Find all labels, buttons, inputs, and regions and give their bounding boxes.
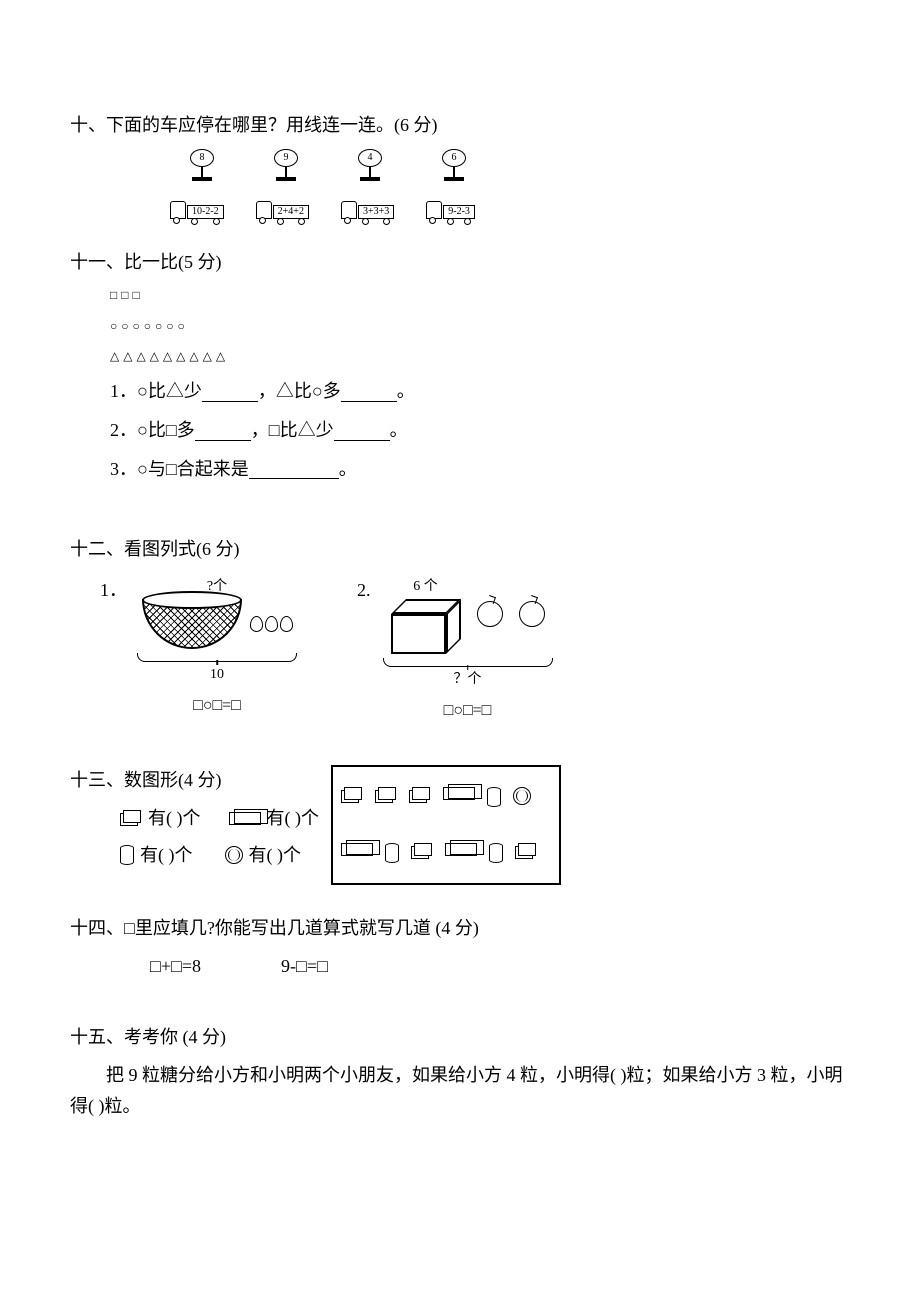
q10-trucks-row: 10-2-2 2+4+2 3+3+3 9-2-3 xyxy=(170,201,850,219)
cylinder-icon xyxy=(489,843,503,863)
rect-prism-icon xyxy=(341,843,373,856)
circles-row: ○○○○○○○ xyxy=(110,316,850,336)
parking-sign: 4 xyxy=(358,149,382,181)
q11-line-2: 2．○比□多 ，□比△少 。 xyxy=(110,415,850,446)
q11-title: 十一、比一比(5 分) xyxy=(70,247,850,278)
cylinder-icon xyxy=(385,843,399,863)
question-13: 十三、数图形(4 分) 有( )个 有( )个 有( )个 有( )个 xyxy=(70,765,850,885)
count-text: 有( )个 xyxy=(140,840,193,871)
rect-prism-icon xyxy=(229,812,261,825)
cuboid-icon xyxy=(375,787,397,803)
rect-prism-icon xyxy=(445,843,477,856)
q12-items: 1． ?个 10 □○□=□ xyxy=(70,575,850,725)
q10-signs-row: 8 9 4 6 xyxy=(190,149,850,181)
text: 。 xyxy=(339,459,357,479)
q11-line-1: 1．○比△少 ，△比○多 。 xyxy=(110,376,850,407)
brace-icon xyxy=(137,649,297,663)
shape-count-row: 有( )个 有( )个 xyxy=(120,803,319,834)
cuboid-icon xyxy=(515,843,537,859)
apple-icon xyxy=(519,601,545,627)
eggs-group xyxy=(250,616,293,632)
question-12: 十二、看图列式(6 分) 1． ?个 10 xyxy=(70,534,850,724)
question-15: 十五、考考你 (4 分) 把 9 粒糖分给小方和小明两个小朋友，如果给小方 4 … xyxy=(70,1022,850,1122)
sphere-icon xyxy=(513,787,531,805)
equation-1[interactable]: □+□=8 xyxy=(150,951,201,982)
truck: 2+4+2 xyxy=(256,201,309,219)
egg-icon xyxy=(250,616,263,632)
q13-title: 十三、数图形(4 分) xyxy=(70,765,319,796)
truck-expression: 10-2-2 xyxy=(187,205,224,219)
cylinder-icon xyxy=(487,787,501,807)
egg-icon xyxy=(280,616,293,632)
sign-number: 9 xyxy=(274,149,298,167)
parking-sign: 6 xyxy=(442,149,466,181)
unknown-label: ？个 xyxy=(454,668,482,692)
cuboid-icon xyxy=(411,843,433,859)
count-text: 有( )个 xyxy=(249,840,302,871)
text: 。 xyxy=(397,381,415,401)
parking-sign: 9 xyxy=(274,149,298,181)
basket-eggs xyxy=(142,599,293,649)
rect-prism-icon xyxy=(443,787,475,800)
text: 3．○与□合起来是 xyxy=(110,459,249,479)
equation-2[interactable]: 9-□=□ xyxy=(281,951,328,982)
q12-title: 十二、看图列式(6 分) xyxy=(70,534,850,565)
blank-input[interactable] xyxy=(195,423,251,441)
q12-item-2: 2. 6 个 ？个 □○□=□ xyxy=(357,575,553,725)
blank-input[interactable] xyxy=(249,461,339,479)
cuboid-icon xyxy=(341,787,363,803)
q15-title: 十五、考考你 (4 分) xyxy=(70,1022,850,1053)
cuboid-icon xyxy=(120,810,142,826)
text: 2．○比□多 xyxy=(110,420,195,440)
egg-icon xyxy=(265,616,278,632)
cylinder-icon xyxy=(120,845,134,865)
sphere-icon xyxy=(225,846,243,864)
item-number: 2. xyxy=(357,575,371,606)
sign-number: 6 xyxy=(442,149,466,167)
blank-input[interactable] xyxy=(202,384,258,402)
truck: 3+3+3 xyxy=(341,201,394,219)
truck-expression: 9-2-3 xyxy=(443,205,475,219)
q12-item-1: 1． ?个 10 □○□=□ xyxy=(100,575,297,725)
squares-row: □□□ xyxy=(110,285,850,305)
equation-template[interactable]: □○□=□ xyxy=(444,697,492,724)
total-label: 10 xyxy=(210,663,224,687)
count-text: 有( )个 xyxy=(148,803,201,834)
q11-shapes: □□□ ○○○○○○○ △△△△△△△△△ xyxy=(110,285,850,366)
question-11: 十一、比一比(5 分) □□□ ○○○○○○○ △△△△△△△△△ 1．○比△少… xyxy=(70,247,850,485)
question-10: 十、下面的车应停在哪里？用线连一连。(6 分) 8 9 4 6 10-2-2 2… xyxy=(70,110,850,219)
text: 1．○比△少 xyxy=(110,381,202,401)
cuboid-icon xyxy=(409,787,431,803)
q11-line-3: 3．○与□合起来是 。 xyxy=(110,454,850,485)
text: 。 xyxy=(390,420,408,440)
truck: 9-2-3 xyxy=(426,201,475,219)
box-apples: 6 个 xyxy=(391,575,545,654)
box-count-label: 6 个 xyxy=(413,575,438,599)
q15-body: 把 9 粒糖分给小方和小明两个小朋友，如果给小方 4 粒，小明得( )粒；如果给… xyxy=(70,1060,850,1121)
truck: 10-2-2 xyxy=(170,201,224,219)
truck-expression: 2+4+2 xyxy=(273,205,309,219)
apple-icon xyxy=(477,601,503,627)
item-number: 1． xyxy=(100,575,127,606)
blank-input[interactable] xyxy=(334,423,390,441)
q14-equations: □+□=8 9-□=□ xyxy=(150,951,850,982)
text: ，△比○多 xyxy=(258,381,341,401)
blank-input[interactable] xyxy=(341,384,397,402)
shape-count-row: 有( )个 有( )个 xyxy=(120,840,319,871)
q10-title: 十、下面的车应停在哪里？用线连一连。(6 分) xyxy=(70,110,850,141)
shapes-container xyxy=(331,765,561,885)
brace-icon xyxy=(383,654,553,668)
parking-sign: 8 xyxy=(190,149,214,181)
sign-number: 8 xyxy=(190,149,214,167)
text: ，□比△少 xyxy=(251,420,334,440)
count-text: 有( )个 xyxy=(267,803,320,834)
sign-number: 4 xyxy=(358,149,382,167)
box-icon xyxy=(391,599,461,654)
triangles-row: △△△△△△△△△ xyxy=(110,346,850,366)
basket-icon xyxy=(142,599,242,649)
q14-title: 十四、□里应填几?你能写出几道算式就写几道 (4 分) xyxy=(70,913,850,944)
question-14: 十四、□里应填几?你能写出几道算式就写几道 (4 分) □+□=8 9-□=□ xyxy=(70,913,850,982)
truck-expression: 3+3+3 xyxy=(358,205,394,219)
equation-template[interactable]: □○□=□ xyxy=(193,692,241,719)
